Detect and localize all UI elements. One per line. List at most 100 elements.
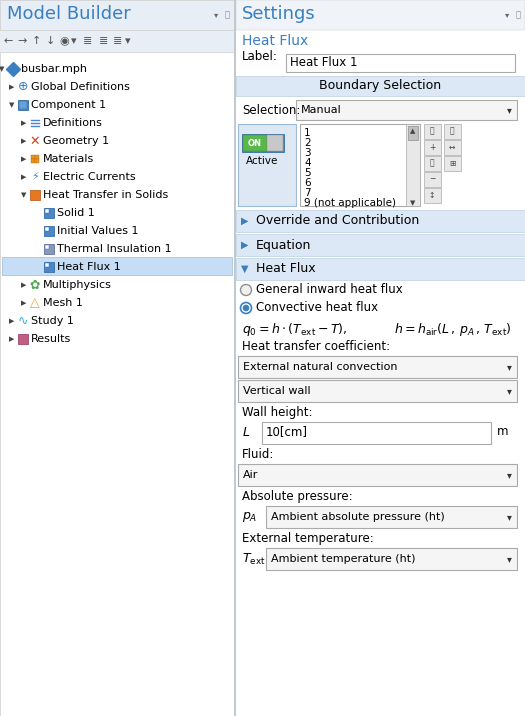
Text: →: → <box>17 36 27 46</box>
Text: 3: 3 <box>304 148 311 158</box>
Text: ∿: ∿ <box>18 314 28 327</box>
Text: ↑: ↑ <box>32 36 41 46</box>
Text: ▶: ▶ <box>22 120 27 126</box>
Circle shape <box>243 305 249 311</box>
Text: ▾: ▾ <box>71 36 77 46</box>
Bar <box>236 258 525 280</box>
Bar <box>424 188 441 203</box>
Text: Mesh 1: Mesh 1 <box>43 298 83 308</box>
Text: 7: 7 <box>304 188 311 198</box>
Text: Air: Air <box>243 470 258 480</box>
Bar <box>44 262 54 272</box>
Text: ≣: ≣ <box>113 36 123 46</box>
Bar <box>296 100 517 120</box>
Text: ←: ← <box>3 36 13 46</box>
Text: Selection:: Selection: <box>242 104 300 117</box>
Text: $h = h_\mathrm{air}(L\,,\,p_A\,,\,T_\mathrm{ext})$: $h = h_\mathrm{air}(L\,,\,p_A\,,\,T_\mat… <box>394 321 512 337</box>
Text: Model Builder: Model Builder <box>7 5 131 23</box>
Text: △: △ <box>30 296 40 309</box>
Bar <box>45 245 49 249</box>
Text: Geometry 1: Geometry 1 <box>43 136 109 146</box>
Text: 10[cm]: 10[cm] <box>266 425 308 438</box>
Text: Thermal Insulation 1: Thermal Insulation 1 <box>57 244 172 254</box>
Bar <box>44 244 54 254</box>
Text: ▾: ▾ <box>214 11 218 19</box>
Text: ▾: ▾ <box>507 105 511 115</box>
Bar <box>236 0 525 30</box>
Bar <box>45 209 49 213</box>
Bar <box>2 257 232 275</box>
Text: Wall height:: Wall height: <box>242 406 312 419</box>
Bar <box>408 126 418 140</box>
Bar <box>30 190 40 200</box>
Text: $p_A$: $p_A$ <box>242 510 257 524</box>
Text: Electric Currents: Electric Currents <box>43 172 135 182</box>
Text: Initial Values 1: Initial Values 1 <box>57 226 139 236</box>
Text: ▶: ▶ <box>9 318 15 324</box>
Bar <box>35 155 39 159</box>
Bar <box>267 135 283 151</box>
Bar <box>243 135 267 151</box>
Bar <box>238 380 517 402</box>
Bar <box>18 334 28 344</box>
Bar <box>444 140 461 155</box>
Text: General inward heat flux: General inward heat flux <box>256 283 403 296</box>
Bar <box>238 464 517 486</box>
Text: ≣: ≣ <box>83 36 93 46</box>
Text: ▶: ▶ <box>22 138 27 144</box>
Bar <box>35 159 39 163</box>
Bar <box>236 234 525 256</box>
Bar <box>262 422 491 444</box>
Text: Heat Flux 1: Heat Flux 1 <box>57 262 121 272</box>
Text: Multiphysics: Multiphysics <box>43 280 112 290</box>
Bar <box>424 140 441 155</box>
Text: −: − <box>429 175 435 183</box>
Bar <box>406 124 420 206</box>
Text: 📄: 📄 <box>450 127 454 135</box>
Text: ▶: ▶ <box>22 174 27 180</box>
Text: ▾: ▾ <box>507 362 511 372</box>
Text: ⊞: ⊞ <box>449 158 455 168</box>
Text: External temperature:: External temperature: <box>242 532 374 545</box>
Text: 📌: 📌 <box>516 11 520 19</box>
Text: ▶: ▶ <box>242 240 249 250</box>
Bar <box>45 227 49 231</box>
Text: Component 1: Component 1 <box>31 100 106 110</box>
Text: Ambient absolute pressure (ht): Ambient absolute pressure (ht) <box>271 512 445 522</box>
Text: ▾: ▾ <box>507 470 511 480</box>
Text: ▼: ▼ <box>22 192 27 198</box>
Bar <box>31 159 35 163</box>
Text: ▼: ▼ <box>9 102 15 108</box>
Text: ✿: ✿ <box>30 279 40 291</box>
Bar <box>242 134 284 152</box>
Bar <box>444 124 461 139</box>
Text: Global Definitions: Global Definitions <box>31 82 130 92</box>
Bar <box>444 156 461 171</box>
Bar <box>0 30 234 52</box>
Text: Manual: Manual <box>301 105 342 115</box>
Bar <box>19 101 27 109</box>
Text: 5: 5 <box>304 168 311 178</box>
Text: Override and Contribution: Override and Contribution <box>256 215 419 228</box>
Circle shape <box>240 302 251 314</box>
Bar <box>0 0 234 716</box>
Text: Materials: Materials <box>43 154 94 164</box>
Text: ▲: ▲ <box>411 128 416 134</box>
Text: Active: Active <box>246 156 278 166</box>
Text: $q_0 = h \cdot (T_\mathrm{ext} - T),$: $q_0 = h \cdot (T_\mathrm{ext} - T),$ <box>242 321 348 337</box>
Bar <box>44 226 54 236</box>
Text: Label:: Label: <box>242 51 278 64</box>
Text: 📋: 📋 <box>429 158 434 168</box>
Text: ⊕: ⊕ <box>18 80 28 94</box>
Text: ▾: ▾ <box>507 554 511 564</box>
Text: ↔: ↔ <box>449 142 455 152</box>
Text: ≣: ≣ <box>99 36 109 46</box>
Bar <box>18 100 28 110</box>
Text: Convective heat flux: Convective heat flux <box>256 301 378 314</box>
Text: ▶: ▶ <box>242 216 249 226</box>
Text: 6: 6 <box>304 178 311 188</box>
Text: busbar.mph: busbar.mph <box>21 64 87 74</box>
Bar <box>234 0 236 716</box>
Text: ▶: ▶ <box>22 282 27 288</box>
Text: ▾: ▾ <box>125 36 131 46</box>
